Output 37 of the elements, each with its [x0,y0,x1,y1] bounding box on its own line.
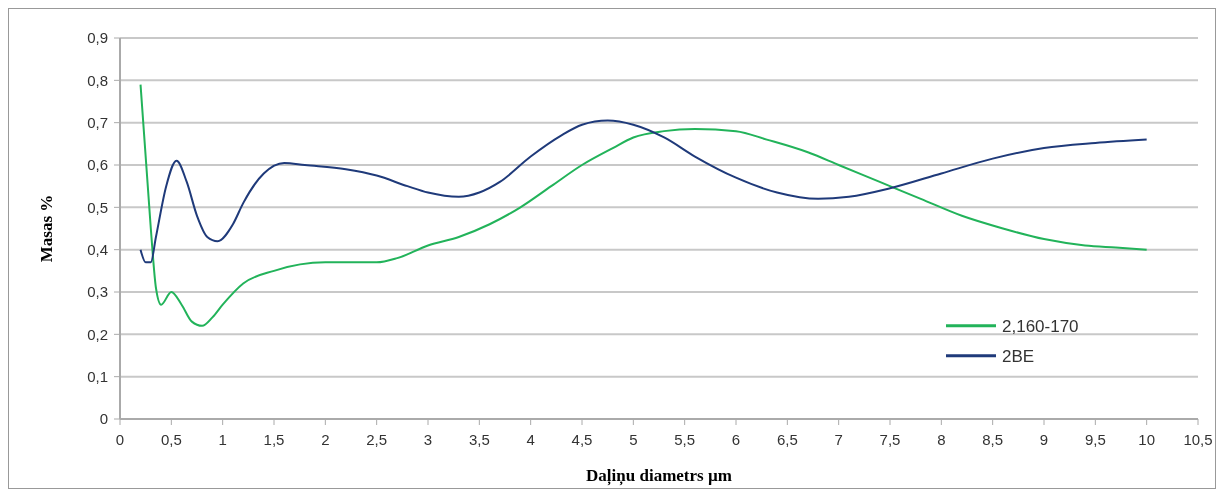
y-tick-label: 0,2 [87,325,108,343]
x-tick-label: 2,5 [366,431,388,448]
x-tick-label: 4,5 [571,431,593,448]
x-tick-label: 3 [423,431,433,448]
y-tick-label: 0,6 [87,156,108,174]
x-tick-label: 8 [937,431,946,448]
x-tick-label: 5,5 [674,431,696,448]
x-tick-label: 0 [115,431,125,448]
x-tick-label: 2 [321,431,330,448]
x-tick-label: 10,5 [1183,431,1213,448]
x-tick-label: 6 [731,431,741,448]
y-tick-label: 0,1 [87,367,108,385]
y-axis-title: Masas % [37,194,56,263]
y-tick-label: 0,7 [87,113,108,131]
line-series [139,119,1148,264]
x-tick-label: 9,5 [1084,431,1106,448]
x-tick-label: 6,5 [776,431,798,448]
y-tick-label: 0,5 [87,198,108,216]
x-axis-title: Daļiņu diametrs µm [586,466,732,486]
y-tick-label: 0,4 [87,240,108,258]
x-tick-label: 8,5 [982,431,1004,448]
x-tick-label: 5 [629,431,638,448]
legend-label: 2BE [1002,346,1035,366]
x-tick-label: 7,5 [879,431,901,448]
x-tick-label: 0,5 [160,431,182,448]
x-tick-label: 7 [834,431,843,448]
y-tick-label: 0,8 [87,71,108,89]
x-tick-label: 1 [218,431,227,448]
y-tick-label: 0 [99,410,108,428]
x-tick-label: 3,5 [468,431,490,448]
y-tick-label: 0,9 [87,29,108,47]
x-tick-label: 9 [1039,431,1049,448]
x-tick-label: 4 [526,431,535,448]
y-tick-label: 0,3 [87,283,108,301]
x-tick-label: 1,5 [263,431,285,448]
legend-label: 2,160-170 [1002,316,1079,336]
x-tick-label: 10 [1138,431,1156,448]
